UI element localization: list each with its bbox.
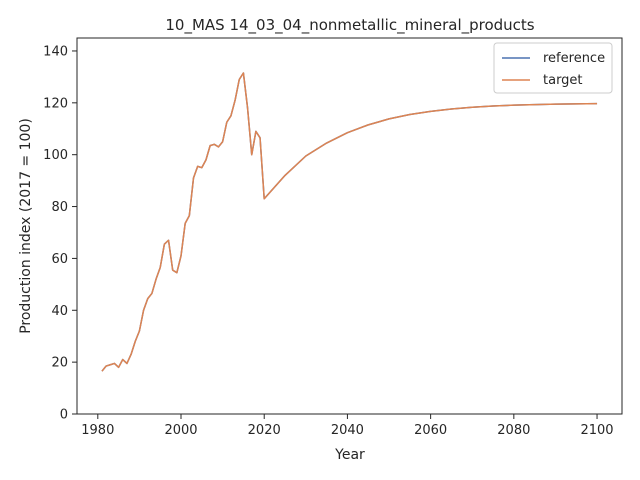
y-tick-label: 140 [43,44,68,59]
y-axis-title: Production index (2017 = 100) [18,118,34,334]
series-line-target [101,72,598,372]
series-layer [101,72,598,372]
x-axis-title: Year [334,447,365,463]
y-tick-label: 0 [60,408,68,423]
legend-label-target: target [543,73,583,88]
y-tick-label: 20 [51,356,68,371]
x-tick-label: 2060 [414,423,447,438]
legend: reference target [493,42,613,94]
x-tick-label: 2100 [580,423,613,438]
chart-title: 10_MAS 14_03_04_nonmetallic_mineral_prod… [165,16,534,35]
x-tick-label: 2040 [331,423,364,438]
axes-layer: 1980 2000 2020 2040 2060 2080 2100020406080100… [43,37,623,438]
x-tick-label: 2000 [164,423,197,438]
plot-frame [76,37,623,415]
y-tick-label: 40 [51,304,68,319]
y-tick-label: 120 [43,96,68,111]
y-tick-label: 60 [51,252,68,267]
y-tick-label: 80 [51,200,68,215]
x-tick-label: 2020 [248,423,281,438]
x-tick-label: 2080 [497,423,530,438]
y-tick-label: 100 [43,148,68,163]
legend-label-reference: reference [543,51,605,66]
x-tick-label: 1980 [81,423,114,438]
